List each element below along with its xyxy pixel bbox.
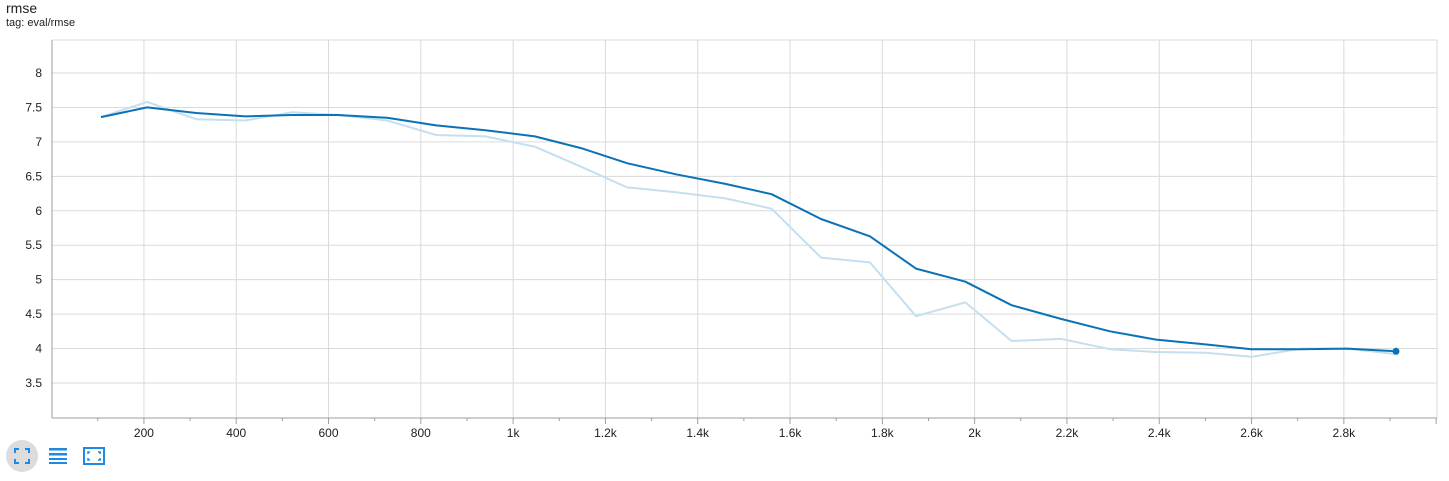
x-tick-label: 2.2k (1056, 426, 1080, 440)
expand-chart-button[interactable] (78, 440, 110, 472)
grid (52, 39, 1438, 418)
x-tick-label: 1.4k (686, 426, 710, 440)
toggle-log-scale-button[interactable] (42, 440, 74, 472)
last-point-marker (1392, 347, 1400, 355)
line-chart[interactable]: 3.5 4 4.5 5 5.5 6 6.5 7 7.5 8 200 400 600 800 1k 1.2k 1.… (0, 0, 1449, 440)
y-tick-label: 7.5 (25, 100, 42, 114)
y-tick-label: 4 (35, 342, 42, 356)
y-tick-label: 6 (35, 204, 42, 218)
x-tick-label: 1.8k (871, 426, 895, 440)
axes: 3.5 4 4.5 5 5.5 6 6.5 7 7.5 8 200 400 600 800 1k 1.2k 1.… (25, 40, 1437, 440)
x-tick-label: 2.6k (1240, 426, 1264, 440)
x-tick-label: 2.4k (1148, 426, 1172, 440)
x-tick-label: 1.6k (779, 426, 803, 440)
chart-toolbar (6, 440, 110, 472)
expand-chart-icon (83, 447, 105, 465)
x-tick-label: 1.2k (594, 426, 618, 440)
toggle-log-scale-icon (49, 448, 67, 464)
x-tick-label: 2k (968, 426, 982, 440)
y-tick-label: 5 (35, 273, 42, 287)
y-tick-label: 7 (35, 135, 42, 149)
y-tick-label: 5.5 (25, 238, 42, 252)
fit-domain-icon (14, 448, 30, 464)
chart-tag: tag: eval/rmse (6, 17, 76, 29)
x-tick-label: 200 (134, 426, 154, 440)
x-tick-label: 400 (226, 426, 246, 440)
y-tick-label: 4.5 (25, 307, 42, 321)
series-layer (100, 100, 1400, 358)
x-tick-label: 2.8k (1333, 426, 1357, 440)
y-tick-label: 6.5 (25, 169, 42, 183)
y-tick-label: 8 (35, 66, 42, 80)
x-tick-label: 600 (319, 426, 339, 440)
raw-series-line (100, 100, 1397, 358)
chart-title: rmse (6, 0, 38, 16)
y-tick-label: 3.5 (25, 376, 42, 390)
x-tick-label: 800 (411, 426, 431, 440)
smoothed-series-line (100, 106, 1397, 353)
x-tick-label: 1k (507, 426, 521, 440)
fit-domain-button[interactable] (6, 440, 38, 472)
